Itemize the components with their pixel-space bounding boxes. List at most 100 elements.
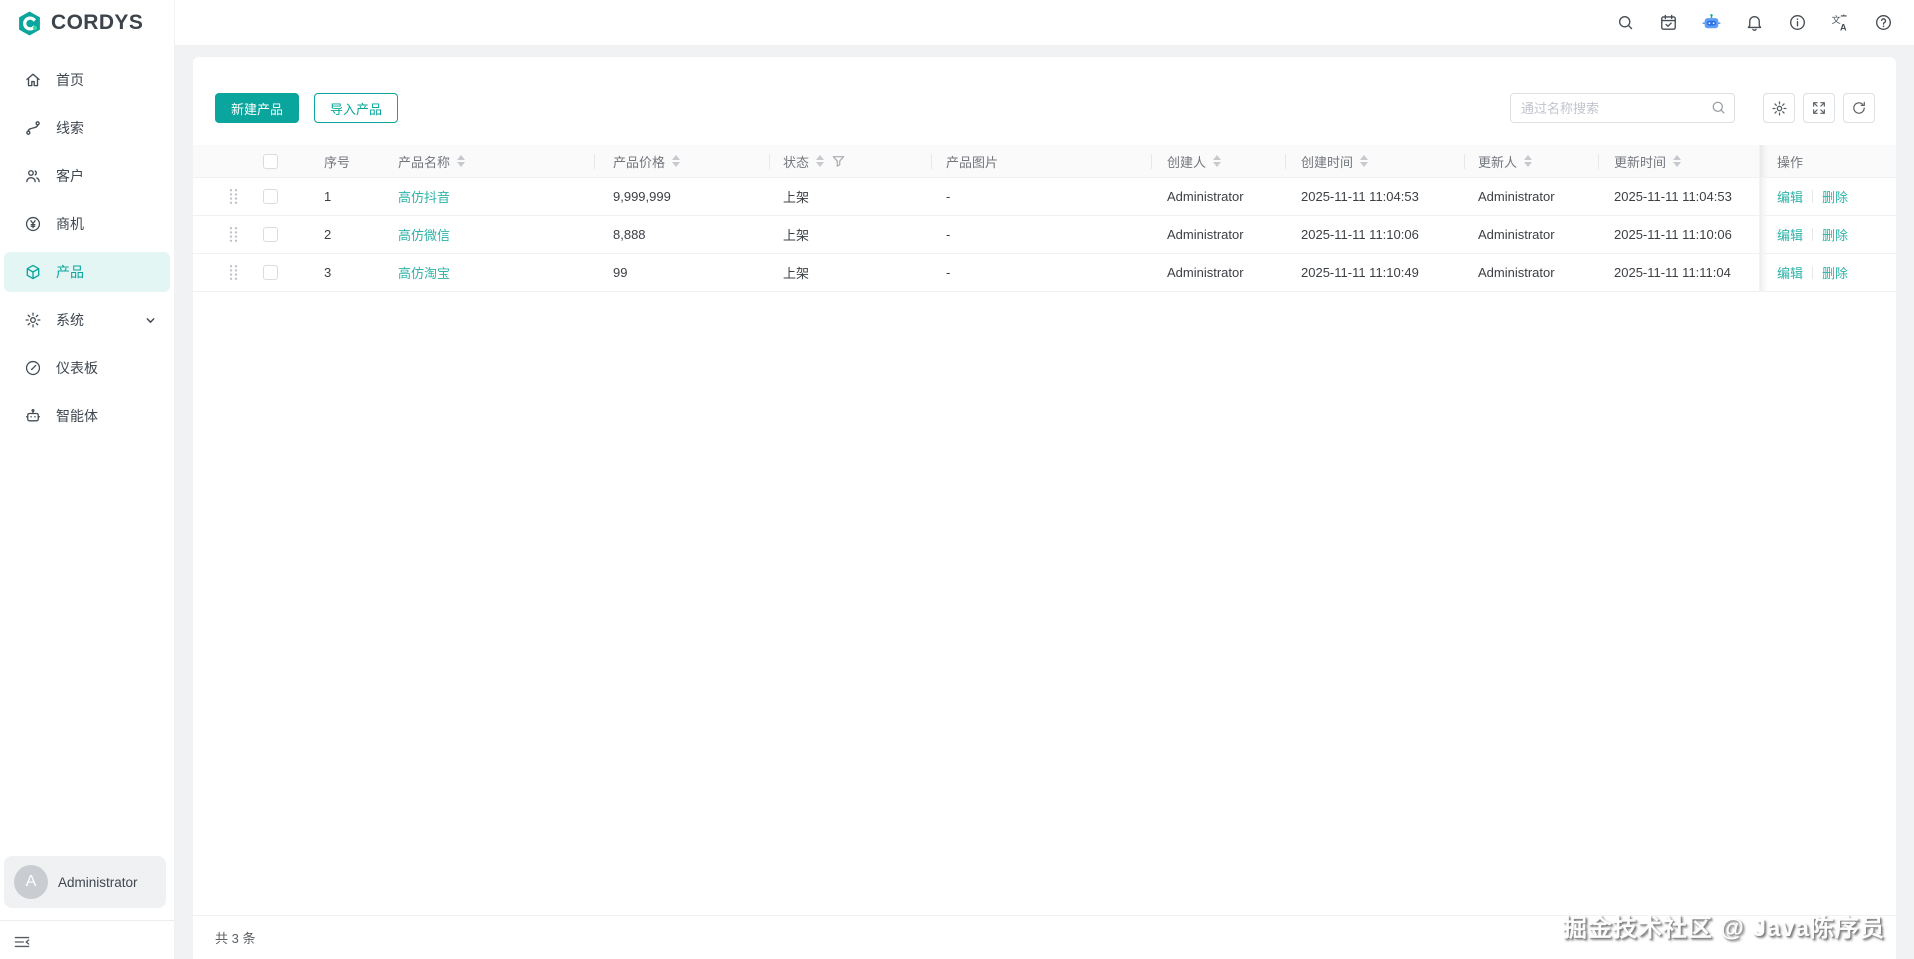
avatar: A: [14, 865, 48, 899]
column-header-name[interactable]: 产品名称: [390, 145, 594, 177]
toolbar-right: [1510, 93, 1875, 123]
search-icon[interactable]: [1613, 11, 1637, 35]
delete-button[interactable]: 删除: [1822, 228, 1849, 243]
name-search-input[interactable]: [1510, 93, 1735, 123]
help-icon[interactable]: [1871, 11, 1895, 35]
table-row: 2 高仿微信 8,888 上架 - Administrator 2025-11-…: [193, 216, 1896, 254]
column-header-status[interactable]: 状态: [769, 145, 931, 177]
delete-button[interactable]: 删除: [1822, 266, 1849, 281]
sidebar-item-label: 商机: [56, 216, 84, 232]
column-header-updated-time[interactable]: 更新时间: [1598, 145, 1759, 177]
table-row: 1 高仿抖音 9,999,999 上架 - Administrator 2025…: [193, 178, 1896, 216]
sort-icon[interactable]: [1360, 155, 1369, 167]
edit-button[interactable]: 编辑: [1777, 266, 1804, 281]
brand-logo[interactable]: CORDYS: [0, 0, 174, 46]
index-cell: 3: [324, 265, 332, 280]
drag-handle-icon[interactable]: [228, 264, 239, 281]
sidebar: CORDYS 首页 线索 客户 商机 产品: [0, 0, 175, 959]
index-cell: 2: [324, 227, 332, 242]
info-icon[interactable]: [1785, 11, 1809, 35]
column-header-price[interactable]: 产品价格: [594, 145, 769, 177]
product-name-link[interactable]: 高仿微信: [398, 228, 451, 243]
opportunity-icon: [25, 216, 41, 232]
select-all-checkbox[interactable]: [263, 153, 278, 169]
sort-icon[interactable]: [816, 155, 825, 167]
drag-handle-icon[interactable]: [228, 226, 239, 243]
sort-icon[interactable]: [1213, 155, 1222, 167]
ai-robot-icon[interactable]: [1699, 11, 1723, 35]
created-time-cell: 2025-11-11 11:10:06: [1301, 227, 1419, 242]
product-name-cell: 高仿微信: [390, 216, 594, 253]
edit-button[interactable]: 编辑: [1777, 190, 1804, 205]
sidebar-item-customers[interactable]: 客户: [4, 156, 170, 196]
sidebar-item-opportunities[interactable]: 商机: [4, 204, 170, 244]
divider: [1812, 266, 1814, 279]
drag-column-header: [218, 145, 255, 177]
create-product-button[interactable]: 新建产品: [215, 93, 300, 123]
product-name-cell: 高仿抖音: [390, 178, 594, 215]
filter-icon[interactable]: [832, 155, 845, 168]
sort-icon[interactable]: [1673, 155, 1682, 167]
import-product-button[interactable]: 导入产品: [314, 93, 399, 123]
svg-text:文: 文: [1832, 14, 1841, 25]
updated-time-cell: 2025-11-11 11:04:53: [1614, 189, 1732, 204]
user-panel[interactable]: A Administrator: [4, 856, 166, 908]
product-name-cell: 高仿淘宝: [390, 254, 594, 291]
sort-icon[interactable]: [672, 155, 681, 167]
sidebar-item-label: 线索: [56, 120, 84, 136]
edit-button[interactable]: 编辑: [1777, 228, 1804, 243]
delete-button[interactable]: 删除: [1822, 190, 1849, 205]
collapse-sidebar-button[interactable]: [14, 933, 36, 951]
drag-cell: [218, 254, 255, 291]
menu-fold-icon: [14, 936, 30, 948]
home-icon: [26, 73, 40, 87]
sidebar-item-label: 首页: [56, 72, 84, 88]
sidebar-item-home[interactable]: 首页: [4, 60, 170, 100]
price-cell: 9,999,999: [613, 189, 671, 204]
drag-handle-icon[interactable]: [228, 188, 239, 205]
image-cell: -: [946, 265, 951, 280]
column-header-updater[interactable]: 更新人: [1464, 145, 1598, 177]
creator-cell: Administrator: [1167, 227, 1244, 242]
fullscreen-button[interactable]: [1803, 93, 1835, 123]
user-name: Administrator: [58, 874, 138, 890]
row-checkbox[interactable]: [263, 265, 278, 280]
row-checkbox[interactable]: [263, 189, 278, 204]
price-cell: 8,888: [613, 227, 646, 242]
index-cell: 1: [324, 189, 332, 204]
sidebar-item-agent[interactable]: 智能体: [4, 396, 170, 436]
column-header-created-time[interactable]: 创建时间: [1285, 145, 1464, 177]
creator-cell: Administrator: [1167, 189, 1244, 204]
sidebar-item-leads[interactable]: 线索: [4, 108, 170, 148]
row-checkbox[interactable]: [263, 227, 278, 242]
column-header-creator[interactable]: 创建人: [1151, 145, 1285, 177]
bell-icon[interactable]: [1742, 11, 1766, 35]
product-name-link[interactable]: 高仿淘宝: [398, 266, 451, 281]
svg-text:A: A: [1840, 22, 1847, 32]
sidebar-footer: A Administrator: [0, 856, 174, 959]
table-header-row: 序号 产品名称 产品价格 状态 产品图片 创建人 创建时间 更新人 更新时间 操…: [193, 145, 1896, 178]
sidebar-item-dashboard[interactable]: 仪表板: [4, 348, 170, 388]
sidebar-item-system[interactable]: 系统: [4, 300, 170, 340]
column-header-image: 产品图片: [931, 145, 1151, 177]
drag-cell: [218, 178, 255, 215]
created-time-cell: 2025-11-11 11:04:53: [1301, 189, 1419, 204]
created-time-cell: 2025-11-11 11:10:49: [1301, 265, 1419, 280]
image-cell: -: [946, 189, 951, 204]
product-name-link[interactable]: 高仿抖音: [398, 190, 451, 205]
column-settings-button[interactable]: [1763, 93, 1795, 123]
sidebar-item-products[interactable]: 产品: [4, 252, 170, 292]
sort-icon[interactable]: [457, 155, 466, 167]
select-all-cell: [255, 145, 300, 177]
sidebar-item-label: 仪表板: [56, 360, 98, 376]
refresh-button[interactable]: [1843, 93, 1875, 123]
calendar-check-icon[interactable]: [1656, 11, 1680, 35]
chevron-down-icon: [146, 317, 155, 323]
updater-cell: Administrator: [1478, 265, 1555, 280]
search-icon[interactable]: [1710, 99, 1727, 116]
cordys-logo-icon: [19, 10, 40, 36]
sort-icon[interactable]: [1524, 155, 1533, 167]
updater-cell: Administrator: [1478, 189, 1555, 204]
